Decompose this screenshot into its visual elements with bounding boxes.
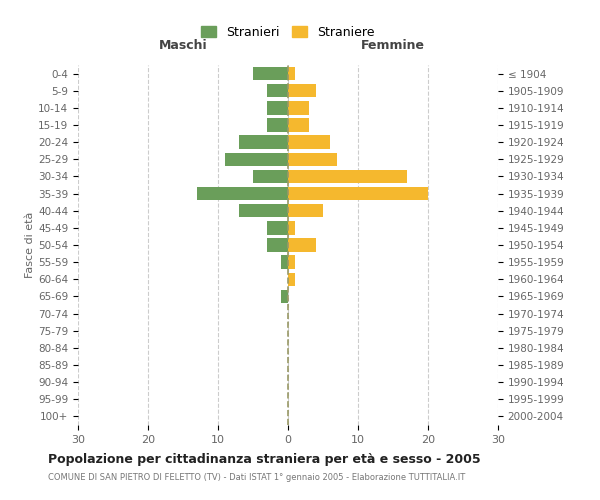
Bar xyxy=(281,290,288,303)
Bar xyxy=(197,187,288,200)
Bar xyxy=(288,136,330,149)
Bar xyxy=(267,221,288,234)
Y-axis label: Fasce di età: Fasce di età xyxy=(25,212,35,278)
Bar xyxy=(288,152,337,166)
Text: Maschi: Maschi xyxy=(158,40,208,52)
Bar xyxy=(239,204,288,218)
Bar xyxy=(288,272,295,286)
Bar xyxy=(288,221,295,234)
Bar xyxy=(288,204,323,218)
Bar xyxy=(267,238,288,252)
Bar xyxy=(253,67,288,80)
Bar xyxy=(267,84,288,98)
Bar xyxy=(288,238,316,252)
Bar xyxy=(288,170,407,183)
Bar xyxy=(288,187,428,200)
Bar xyxy=(267,101,288,114)
Bar xyxy=(288,67,295,80)
Bar xyxy=(288,84,316,98)
Bar xyxy=(281,256,288,269)
Bar xyxy=(267,118,288,132)
Bar xyxy=(288,256,295,269)
Bar xyxy=(288,101,309,114)
Bar xyxy=(253,170,288,183)
Bar xyxy=(239,136,288,149)
Text: COMUNE DI SAN PIETRO DI FELETTO (TV) - Dati ISTAT 1° gennaio 2005 - Elaborazione: COMUNE DI SAN PIETRO DI FELETTO (TV) - D… xyxy=(48,472,465,482)
Bar xyxy=(288,118,309,132)
Bar xyxy=(225,152,288,166)
Legend: Stranieri, Straniere: Stranieri, Straniere xyxy=(196,21,380,44)
Text: Femmine: Femmine xyxy=(361,40,425,52)
Text: Popolazione per cittadinanza straniera per età e sesso - 2005: Popolazione per cittadinanza straniera p… xyxy=(48,452,481,466)
